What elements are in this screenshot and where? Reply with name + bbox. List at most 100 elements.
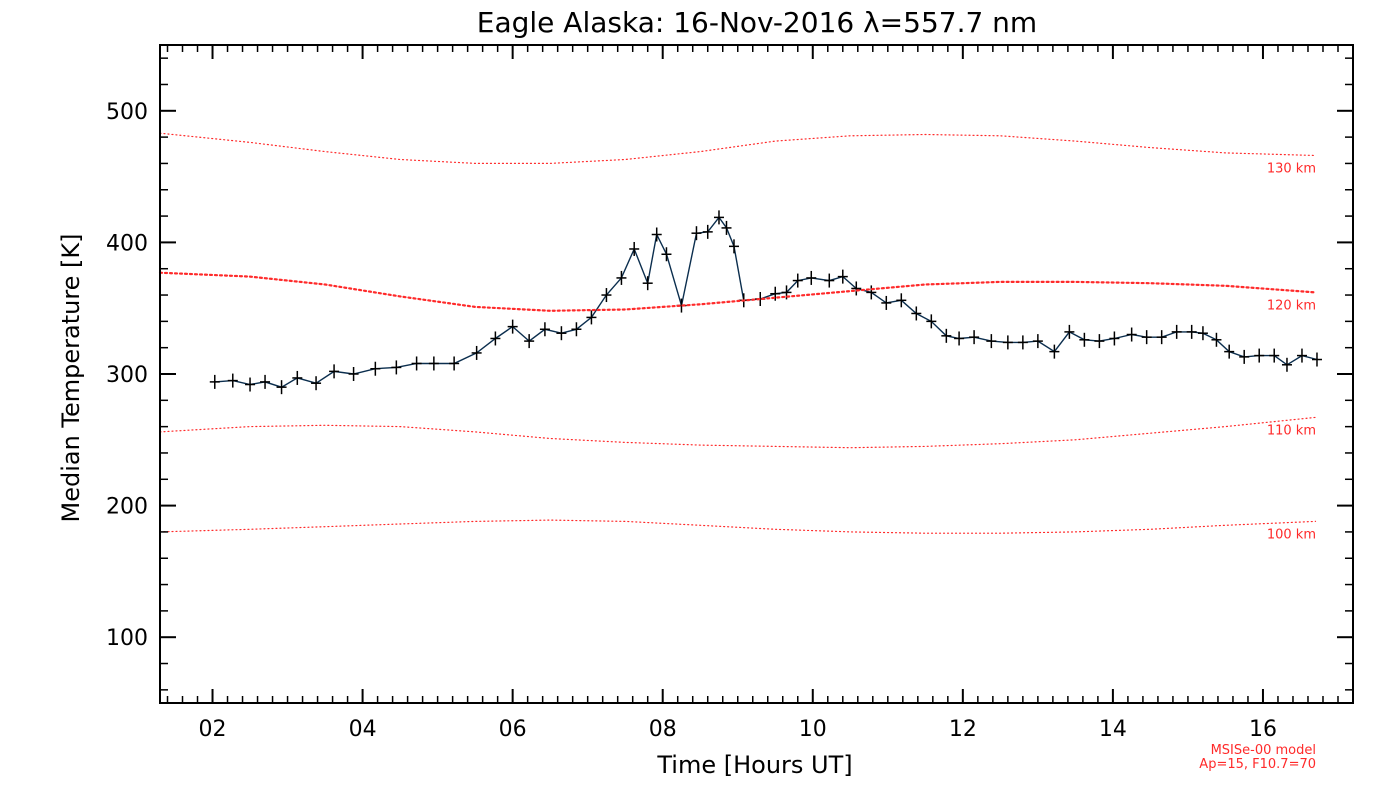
data-point-marker	[507, 319, 518, 334]
data-point-marker	[1254, 348, 1265, 363]
x-axis: 02 04 06 08 10 12 14 16	[166, 45, 1339, 742]
model-note-line-2: Ap=15, F10.7=70	[1199, 757, 1316, 772]
data-point-marker	[370, 361, 381, 376]
y-axis: 100 200 300 400 500	[106, 57, 1353, 691]
data-point-marker	[1126, 327, 1137, 342]
x-tick-label: 06	[499, 717, 527, 742]
data-point-marker	[792, 273, 803, 288]
data-point-marker	[770, 286, 781, 301]
y-tick-label: 500	[106, 100, 148, 125]
data-point-marker	[391, 360, 402, 375]
data-point-marker	[824, 273, 835, 288]
data-point-marker	[661, 247, 672, 262]
data-point-marker	[1156, 330, 1167, 345]
model-curve-100-km	[159, 519, 1317, 534]
series-labels: 130 km 120 km 110 km 100 km	[1267, 162, 1316, 543]
data-point-marker	[1296, 348, 1307, 363]
model-curve-130-km	[159, 132, 1317, 164]
data-point-marker	[642, 276, 653, 291]
data-point-marker	[471, 345, 482, 360]
data-point-marker	[348, 367, 359, 381]
data-point-marker	[292, 370, 303, 385]
model-curve-label: 130 km	[1267, 162, 1316, 177]
data-point-marker	[1109, 331, 1120, 346]
data-point-marker	[1186, 324, 1197, 339]
data-point-marker	[428, 356, 439, 371]
data-point-marker	[1171, 324, 1182, 339]
data-point-marker	[1017, 335, 1028, 350]
data-point-marker	[539, 322, 550, 337]
data-point-marker	[1197, 326, 1208, 341]
data-point-marker	[490, 331, 501, 346]
data-point-marker	[227, 373, 238, 388]
data-point-marker	[1079, 332, 1090, 347]
data-point-marker	[601, 288, 612, 303]
plot-frame	[159, 44, 1354, 704]
data-point-marker	[866, 285, 877, 300]
series-layer	[158, 132, 1322, 534]
data-point-marker	[411, 356, 422, 371]
data-point-marker	[881, 295, 892, 310]
data-point-marker	[896, 293, 907, 308]
data-point-marker	[986, 334, 997, 349]
model-curve-label: 100 km	[1267, 527, 1316, 542]
data-point-marker	[311, 376, 322, 391]
y-tick-label: 400	[106, 231, 148, 256]
data-point-marker	[449, 356, 460, 371]
data-point-marker	[954, 331, 965, 346]
measured-temperature-line	[214, 216, 1318, 388]
data-point-marker	[1049, 344, 1060, 359]
x-tick-label: 02	[199, 717, 227, 742]
data-point-marker	[941, 328, 952, 343]
x-tick-label: 08	[649, 717, 677, 742]
data-point-marker	[616, 270, 627, 285]
data-point-marker	[629, 241, 640, 256]
data-point-marker	[1224, 344, 1235, 359]
data-point-marker	[651, 227, 662, 242]
data-point-marker	[691, 226, 702, 241]
y-tick-label: 200	[106, 495, 148, 520]
data-point-marker	[524, 334, 535, 349]
data-point-marker	[1141, 330, 1152, 345]
x-tick-label: 14	[1099, 717, 1127, 742]
data-point-marker	[260, 374, 271, 389]
chart-title: Eagle Alaska: 16-Nov-2016 λ=557.7 nm	[477, 6, 1037, 39]
data-point-marker	[556, 326, 567, 341]
data-point-marker	[1269, 348, 1280, 363]
data-point-marker	[209, 374, 220, 389]
data-point-marker	[837, 269, 848, 284]
x-axis-title: Time [Hours UT]	[656, 751, 852, 779]
data-point-marker	[969, 330, 980, 345]
data-point-marker	[329, 364, 340, 379]
data-point-marker	[1064, 324, 1075, 339]
y-axis-title: Median Temperature [K]	[57, 233, 85, 522]
data-point-marker	[1211, 332, 1222, 347]
x-tick-label: 16	[1249, 717, 1277, 742]
data-point-marker	[571, 322, 582, 337]
data-point-marker	[851, 281, 862, 296]
model-note-line-1: MSISe-00 model	[1211, 743, 1316, 758]
data-point-marker	[1032, 334, 1043, 349]
data-point-marker	[1239, 349, 1250, 364]
data-point-marker	[713, 210, 724, 225]
data-point-marker	[1002, 335, 1013, 350]
data-point-marker	[721, 220, 732, 235]
model-curve-label: 110 km	[1267, 423, 1316, 438]
data-point-marker	[1311, 352, 1322, 367]
x-tick-label: 04	[349, 717, 377, 742]
data-point-marker	[926, 314, 937, 329]
data-point-marker	[806, 270, 817, 285]
data-point-marker	[586, 310, 597, 325]
data-point-marker	[245, 377, 256, 392]
model-curve-label: 120 km	[1267, 298, 1316, 313]
data-point-marker	[702, 224, 713, 239]
y-tick-label: 300	[106, 363, 148, 388]
data-point-marker	[911, 306, 922, 321]
x-tick-label: 12	[949, 717, 977, 742]
data-point-marker	[728, 239, 739, 254]
y-tick-label: 100	[106, 626, 148, 651]
data-point-marker	[1281, 357, 1292, 372]
x-tick-label: 10	[799, 717, 827, 742]
data-point-marker	[1094, 334, 1105, 349]
